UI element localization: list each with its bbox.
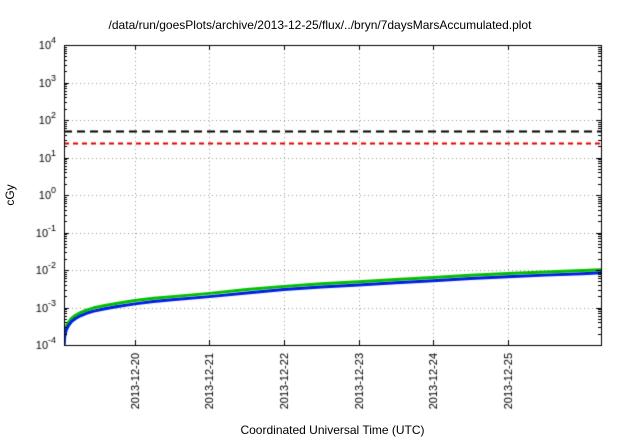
x-axis-label: Coordinated Universal Time (UTC) [240, 423, 425, 437]
y-axis-label: cGy [3, 184, 17, 206]
plot-title: /data/run/goesPlots/archive/2013-12-25/f… [108, 18, 532, 32]
